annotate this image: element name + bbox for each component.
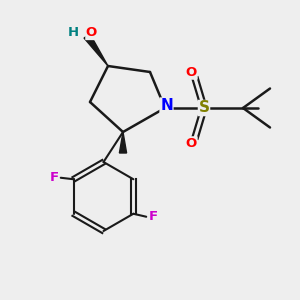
Text: H: H — [68, 26, 79, 40]
Text: O: O — [186, 66, 197, 79]
Text: O: O — [86, 26, 97, 40]
Text: O: O — [186, 137, 197, 150]
Text: S: S — [199, 100, 209, 116]
Polygon shape — [84, 34, 108, 66]
Text: F: F — [50, 171, 59, 184]
Polygon shape — [119, 132, 127, 153]
Text: F: F — [148, 210, 158, 223]
Text: N: N — [160, 98, 173, 113]
